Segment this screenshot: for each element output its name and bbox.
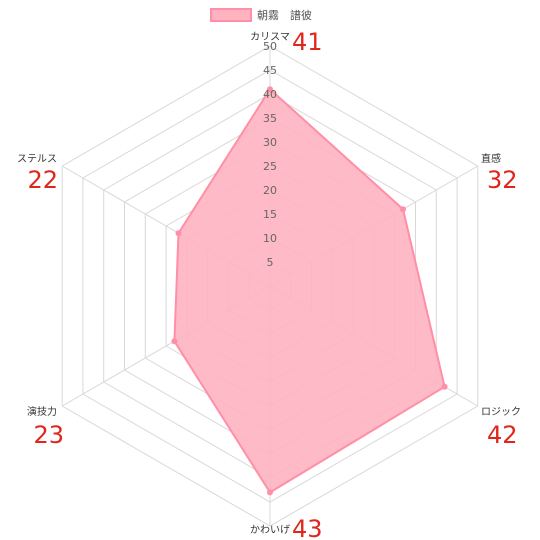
- radial-ticks: 5 10 15 20 25 30 35 40 45 50: [263, 40, 277, 269]
- tick-label: 35: [263, 112, 277, 125]
- axis-label: 直感: [481, 152, 501, 165]
- axis-label: カリスマ: [250, 31, 290, 43]
- data-point[interactable]: [400, 206, 406, 213]
- tick-label: 25: [263, 160, 277, 173]
- axis-label: ロジック: [481, 406, 521, 418]
- data-point[interactable]: [441, 383, 448, 390]
- tick-label: 20: [263, 184, 277, 197]
- axis-label: 演技力: [27, 405, 57, 418]
- axis-label: かわいげ: [250, 524, 290, 536]
- data-point[interactable]: [171, 338, 178, 345]
- axis-label: ステルス: [17, 154, 57, 165]
- value-label: 41: [292, 28, 323, 56]
- value-label: 22: [27, 166, 58, 194]
- legend-swatch[interactable]: [210, 8, 252, 22]
- tick-label: 45: [263, 64, 277, 77]
- tick-label: 50: [263, 40, 277, 53]
- tick-label: 15: [263, 208, 277, 221]
- value-label: 32: [487, 166, 518, 194]
- data-point[interactable]: [267, 86, 273, 93]
- tick-label: 40: [263, 88, 277, 101]
- value-label: 42: [487, 421, 518, 449]
- value-label: 23: [33, 421, 64, 449]
- series-area: [171, 86, 448, 496]
- value-label: 43: [292, 515, 323, 540]
- data-point[interactable]: [175, 230, 182, 237]
- legend[interactable]: 朝霧 譜彼: [210, 8, 312, 22]
- tick-label: 10: [263, 232, 277, 245]
- data-point[interactable]: [267, 489, 273, 496]
- tick-label: 30: [263, 136, 277, 149]
- tick-label: 5: [267, 256, 274, 269]
- legend-label[interactable]: 朝霧 譜彼: [257, 8, 312, 22]
